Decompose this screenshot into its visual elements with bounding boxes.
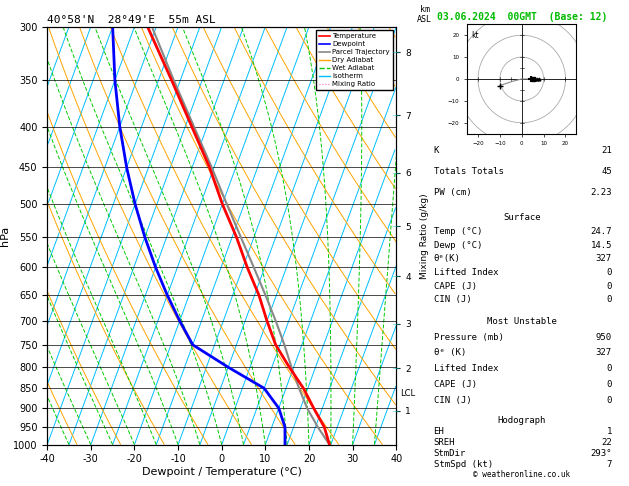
Text: Surface: Surface — [503, 213, 540, 223]
Text: 0: 0 — [606, 295, 612, 304]
Text: —: — — [392, 223, 399, 229]
Text: θᵉ(K): θᵉ(K) — [433, 254, 460, 263]
Text: K: K — [433, 146, 439, 155]
Text: Totals Totals: Totals Totals — [433, 167, 503, 176]
Text: 950: 950 — [596, 332, 612, 342]
Text: θᵉ (K): θᵉ (K) — [433, 348, 465, 357]
Text: —: — — [392, 170, 399, 176]
Y-axis label: hPa: hPa — [0, 226, 10, 246]
Text: StmDir: StmDir — [433, 449, 465, 458]
Text: 21: 21 — [601, 146, 612, 155]
Text: 1: 1 — [606, 427, 612, 436]
Text: 0: 0 — [606, 396, 612, 405]
Text: —: — — [392, 50, 399, 55]
Text: Mixing Ratio (g/kg): Mixing Ratio (g/kg) — [420, 193, 429, 278]
Text: —: — — [392, 365, 399, 371]
Text: 24.7: 24.7 — [591, 227, 612, 236]
Text: CAPE (J): CAPE (J) — [433, 380, 477, 389]
Text: EH: EH — [433, 427, 444, 436]
Text: —: — — [392, 408, 399, 414]
Text: 327: 327 — [596, 348, 612, 357]
Text: 45: 45 — [601, 167, 612, 176]
Text: 0: 0 — [606, 364, 612, 373]
Text: PW (cm): PW (cm) — [433, 189, 471, 197]
X-axis label: Dewpoint / Temperature (°C): Dewpoint / Temperature (°C) — [142, 467, 302, 477]
Text: 293°: 293° — [591, 449, 612, 458]
Text: Temp (°C): Temp (°C) — [433, 227, 482, 236]
Text: Pressure (mb): Pressure (mb) — [433, 332, 503, 342]
Text: CIN (J): CIN (J) — [433, 295, 471, 304]
Text: 0: 0 — [606, 281, 612, 291]
Text: CAPE (J): CAPE (J) — [433, 281, 477, 291]
Text: 0: 0 — [606, 268, 612, 277]
Text: Lifted Index: Lifted Index — [433, 364, 498, 373]
Text: 03.06.2024  00GMT  (Base: 12): 03.06.2024 00GMT (Base: 12) — [437, 12, 607, 22]
Text: LCL: LCL — [401, 389, 416, 398]
Text: kt: kt — [472, 31, 479, 40]
Text: Hodograph: Hodograph — [498, 416, 546, 425]
Text: SREH: SREH — [433, 438, 455, 447]
Text: 14.5: 14.5 — [591, 241, 612, 250]
Text: © weatheronline.co.uk: © weatheronline.co.uk — [473, 469, 571, 479]
Text: 7: 7 — [606, 460, 612, 469]
Text: CIN (J): CIN (J) — [433, 396, 471, 405]
Legend: Temperature, Dewpoint, Parcel Trajectory, Dry Adiabat, Wet Adiabat, Isotherm, Mi: Temperature, Dewpoint, Parcel Trajectory… — [316, 30, 392, 90]
Text: Most Unstable: Most Unstable — [487, 317, 557, 326]
Text: —: — — [392, 274, 399, 279]
Text: Dewp (°C): Dewp (°C) — [433, 241, 482, 250]
Text: Lifted Index: Lifted Index — [433, 268, 498, 277]
Text: km
ASL: km ASL — [417, 5, 432, 24]
Text: 0: 0 — [606, 380, 612, 389]
Text: 22: 22 — [601, 438, 612, 447]
Text: —: — — [392, 321, 399, 327]
Text: 2.23: 2.23 — [591, 189, 612, 197]
Text: —: — — [392, 112, 399, 118]
Text: 327: 327 — [596, 254, 612, 263]
Text: StmSpd (kt): StmSpd (kt) — [433, 460, 493, 469]
Text: 40°58'N  28°49'E  55m ASL: 40°58'N 28°49'E 55m ASL — [47, 15, 216, 25]
